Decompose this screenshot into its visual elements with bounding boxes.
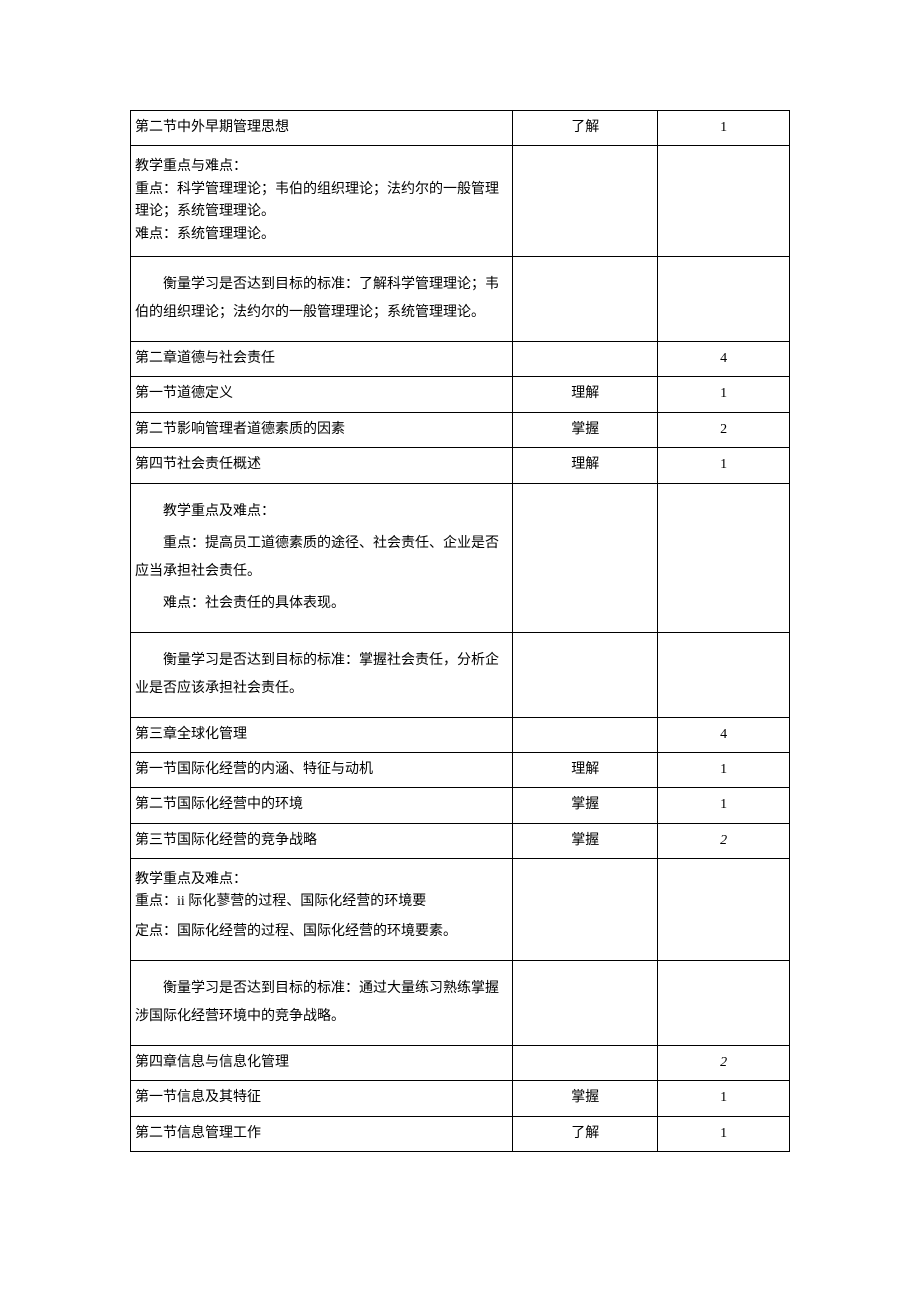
text-line: 教学重点及难点： [135,869,508,891]
hours-cell: 1 [658,1081,790,1116]
table-row: 第三节国际化经营的竞争战略 掌握 2 [131,823,790,858]
level-cell [513,960,658,1045]
hours-cell [658,859,790,961]
text-line: 重点：ii 际化蓼营的过程、国际化经营的环境要 [135,891,508,913]
table-row: 第一节道德定义 理解 1 [131,377,790,412]
content-cell: 第一节信息及其特征 [131,1081,513,1116]
text-line: 教学重点及难点： [135,498,508,526]
text-line: 衡量学习是否达到目标的标准：掌握社会责任，分析企业是否应该承担社会责任。 [135,647,508,703]
level-cell [513,483,658,632]
hours-cell [658,146,790,257]
text-line: 定点：国际化经营的过程、国际化经营的环境要素。 [135,918,508,946]
text-line: 衡量学习是否达到目标的标准：通过大量练习熟练掌握涉国际化经营环境中的竞争战略。 [135,975,508,1031]
content-cell: 第一节道德定义 [131,377,513,412]
hours-cell: 4 [658,717,790,752]
level-cell [513,859,658,961]
level-cell: 了解 [513,111,658,146]
level-cell [513,717,658,752]
syllabus-table: 第二节中外早期管理思想 了解 1 教学重点与难点： 重点：科学管理理论；韦伯的组… [130,110,790,1152]
table-row: 第二节信息管理工作 了解 1 [131,1116,790,1151]
content-cell: 衡量学习是否达到目标的标准：通过大量练习熟练掌握涉国际化经营环境中的竞争战略。 [131,960,513,1045]
hours-cell: 2 [658,1045,790,1080]
text-line: 重点：科学管理理论；韦伯的组织理论；法约尔的一般管理理论；系统管理理论。 [135,179,508,224]
table-row: 第二章道德与社会责任 4 [131,341,790,376]
hours-cell [658,632,790,717]
content-cell: 第四节社会责任概述 [131,448,513,483]
table-row: 衡量学习是否达到目标的标准：通过大量练习熟练掌握涉国际化经营环境中的竞争战略。 [131,960,790,1045]
content-cell: 衡量学习是否达到目标的标准：了解科学管理理论；韦伯的组织理论；法约尔的一般管理理… [131,256,513,341]
hours-cell: 1 [658,752,790,787]
text-line: 难点：社会责任的具体表现。 [135,590,508,618]
table-row: 第四章信息与信息化管理 2 [131,1045,790,1080]
content-cell: 教学重点与难点： 重点：科学管理理论；韦伯的组织理论；法约尔的一般管理理论；系统… [131,146,513,257]
level-cell [513,1045,658,1080]
content-cell: 第二章道德与社会责任 [131,341,513,376]
text-line: 衡量学习是否达到目标的标准：了解科学管理理论；韦伯的组织理论；法约尔的一般管理理… [135,271,508,327]
content-cell: 第二节信息管理工作 [131,1116,513,1151]
table-row: 第二节影响管理者道德素质的因素 掌握 2 [131,412,790,447]
content-cell: 第一节国际化经营的内涵、特征与动机 [131,752,513,787]
hours-cell [658,483,790,632]
level-cell: 掌握 [513,1081,658,1116]
hours-cell: 4 [658,341,790,376]
table-row: 教学重点及难点： 重点：ii 际化蓼营的过程、国际化经营的环境要 定点：国际化经… [131,859,790,961]
level-cell [513,632,658,717]
level-cell [513,146,658,257]
table-row: 衡量学习是否达到目标的标准：了解科学管理理论；韦伯的组织理论；法约尔的一般管理理… [131,256,790,341]
level-cell [513,256,658,341]
level-cell: 理解 [513,448,658,483]
table-row: 衡量学习是否达到目标的标准：掌握社会责任，分析企业是否应该承担社会责任。 [131,632,790,717]
level-cell [513,341,658,376]
content-cell: 第四章信息与信息化管理 [131,1045,513,1080]
content-cell: 教学重点及难点： 重点：ii 际化蓼营的过程、国际化经营的环境要 定点：国际化经… [131,859,513,961]
content-cell: 第二节影响管理者道德素质的因素 [131,412,513,447]
content-cell: 第三章全球化管理 [131,717,513,752]
hours-cell [658,960,790,1045]
table-row: 第一节国际化经营的内涵、特征与动机 理解 1 [131,752,790,787]
hours-cell: 1 [658,111,790,146]
text-line: 难点：系统管理理论。 [135,224,508,246]
hours-cell: 1 [658,377,790,412]
content-cell: 衡量学习是否达到目标的标准：掌握社会责任，分析企业是否应该承担社会责任。 [131,632,513,717]
table-row: 教学重点与难点： 重点：科学管理理论；韦伯的组织理论；法约尔的一般管理理论；系统… [131,146,790,257]
text-line: 重点：提高员工道德素质的途径、社会责任、企业是否应当承担社会责任。 [135,530,508,586]
hours-cell: 2 [658,823,790,858]
table-row: 第二节中外早期管理思想 了解 1 [131,111,790,146]
content-cell: 第二节国际化经营中的环境 [131,788,513,823]
table-row: 第四节社会责任概述 理解 1 [131,448,790,483]
hours-cell: 2 [658,412,790,447]
level-cell: 了解 [513,1116,658,1151]
level-cell: 掌握 [513,788,658,823]
hours-cell: 1 [658,788,790,823]
hours-cell: 1 [658,1116,790,1151]
hours-cell: 1 [658,448,790,483]
level-cell: 掌握 [513,823,658,858]
hours-cell [658,256,790,341]
level-cell: 理解 [513,752,658,787]
table-row: 教学重点及难点： 重点：提高员工道德素质的途径、社会责任、企业是否应当承担社会责… [131,483,790,632]
table-row: 第二节国际化经营中的环境 掌握 1 [131,788,790,823]
table-row: 第三章全球化管理 4 [131,717,790,752]
level-cell: 理解 [513,377,658,412]
content-cell: 第三节国际化经营的竞争战略 [131,823,513,858]
text-line: 教学重点与难点： [135,156,508,178]
content-cell: 教学重点及难点： 重点：提高员工道德素质的途径、社会责任、企业是否应当承担社会责… [131,483,513,632]
table-row: 第一节信息及其特征 掌握 1 [131,1081,790,1116]
content-cell: 第二节中外早期管理思想 [131,111,513,146]
level-cell: 掌握 [513,412,658,447]
